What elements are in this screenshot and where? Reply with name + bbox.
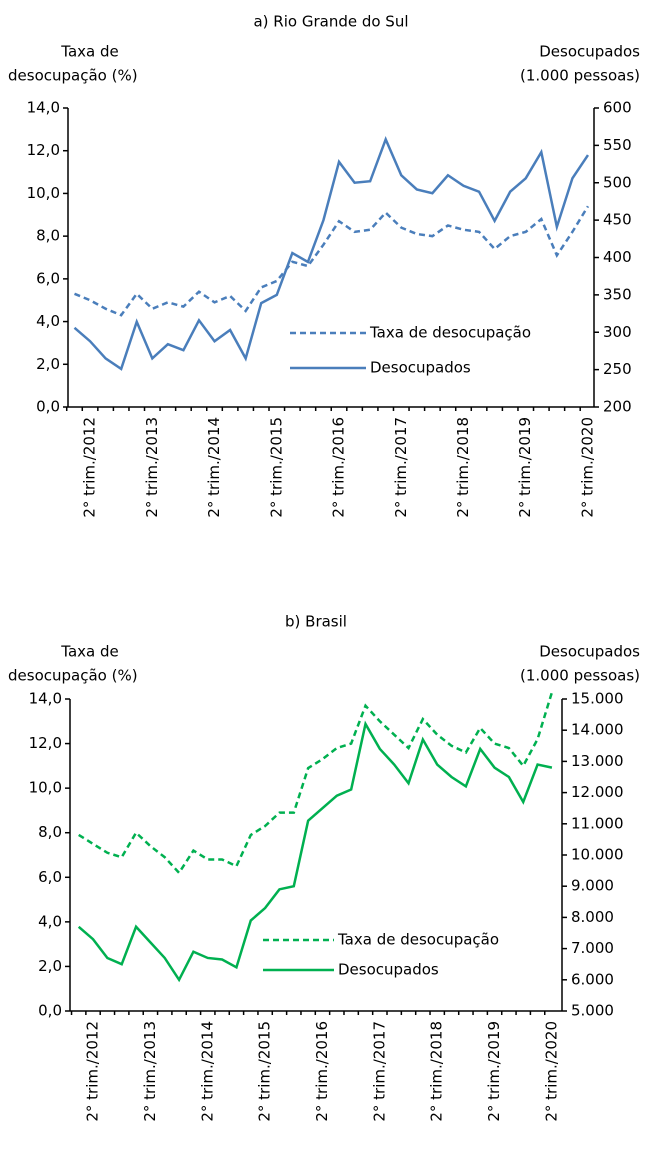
- chart-title: a) Rio Grande do Sul: [253, 13, 408, 31]
- y-tick-label: 0,0: [38, 1002, 62, 1020]
- series-line: [77, 720, 553, 983]
- x-tick-label: 2° trim./2013: [143, 417, 161, 518]
- y2-tick-label: 11.000: [571, 814, 624, 832]
- y2-tick-label: 200: [603, 398, 632, 416]
- y2-tick-label: 500: [603, 173, 632, 191]
- y2-axis-label: (1.000 pessoas): [520, 67, 640, 85]
- y-axis-label: Taxa de: [60, 43, 118, 61]
- y-tick-label: 10,0: [27, 184, 60, 202]
- y2-tick-label: 300: [603, 323, 632, 341]
- y-axis-label: desocupação (%): [8, 67, 138, 85]
- x-tick-label: 2° trim./2020: [542, 1021, 560, 1122]
- series-line: [78, 691, 554, 875]
- x-tick-label: 2° trim./2016: [313, 1021, 331, 1122]
- y2-tick-label: 7.000: [571, 939, 614, 957]
- x-tick-label: 2° trim./2019: [516, 417, 534, 518]
- y2-axis-label: (1.000 pessoas): [520, 667, 640, 685]
- y-axis-label: Taxa de: [60, 643, 118, 661]
- y-axis-label: desocupação (%): [8, 667, 138, 685]
- y2-axis-label: Desocupados: [539, 643, 640, 661]
- y2-tick-label: 13.000: [571, 752, 624, 770]
- y-tick-label: 8,0: [38, 823, 62, 841]
- y-tick-label: 12,0: [29, 734, 62, 752]
- y-tick-label: 2,0: [38, 957, 62, 975]
- y2-tick-label: 8.000: [571, 908, 614, 926]
- y2-tick-label: 350: [603, 285, 632, 303]
- y2-tick-label: 14.000: [571, 721, 624, 739]
- x-tick-label: 2° trim./2017: [392, 417, 410, 518]
- x-tick-label: 2° trim./2014: [198, 1021, 216, 1122]
- y-tick-label: 4,0: [36, 312, 60, 330]
- y-tick-label: 4,0: [38, 912, 62, 930]
- y-tick-label: 14,0: [29, 690, 62, 708]
- y2-tick-label: 12.000: [571, 783, 624, 801]
- series-line: [74, 205, 590, 317]
- x-tick-label: 2° trim./2018: [454, 417, 472, 518]
- y-tick-label: 10,0: [29, 779, 62, 797]
- y2-tick-label: 550: [603, 136, 632, 154]
- y2-tick-label: 9.000: [571, 877, 614, 895]
- x-tick-label: 2° trim./2016: [330, 417, 348, 518]
- x-tick-label: 2° trim./2020: [578, 417, 596, 518]
- y2-tick-label: 10.000: [571, 846, 624, 864]
- x-tick-label: 2° trim./2012: [84, 1021, 102, 1122]
- legend-label: Desocupados: [338, 961, 439, 979]
- y2-tick-label: 600: [603, 99, 632, 117]
- legend-label: Desocupados: [370, 359, 471, 377]
- y2-tick-label: 450: [603, 211, 632, 229]
- x-tick-label: 2° trim./2019: [485, 1021, 503, 1122]
- y2-tick-label: 5.000: [571, 1002, 614, 1020]
- x-tick-label: 2° trim./2015: [256, 1021, 274, 1122]
- y-tick-label: 8,0: [36, 227, 60, 245]
- x-tick-label: 2° trim./2017: [370, 1021, 388, 1122]
- x-tick-label: 2° trim./2018: [428, 1021, 446, 1122]
- chart-title: b) Brasil: [285, 613, 347, 631]
- x-tick-label: 2° trim./2012: [81, 417, 99, 518]
- y2-tick-label: 250: [603, 360, 632, 378]
- x-tick-label: 2° trim./2013: [141, 1021, 159, 1122]
- y-tick-label: 14,0: [27, 99, 60, 117]
- x-tick-label: 2° trim./2014: [205, 417, 223, 518]
- y2-tick-label: 6.000: [571, 970, 614, 988]
- y-tick-label: 2,0: [36, 355, 60, 373]
- y-tick-label: 6,0: [38, 868, 62, 886]
- y2-axis-label: Desocupados: [539, 43, 640, 61]
- legend-label: Taxa de desocupação: [337, 931, 499, 949]
- y-tick-label: 0,0: [36, 398, 60, 416]
- series-line: [73, 136, 590, 371]
- y-tick-label: 12,0: [27, 141, 60, 159]
- y-tick-label: 6,0: [36, 269, 60, 287]
- y2-tick-label: 400: [603, 248, 632, 266]
- legend-label: Taxa de desocupação: [369, 324, 531, 342]
- y2-tick-label: 15.000: [571, 690, 624, 708]
- x-tick-label: 2° trim./2015: [267, 417, 285, 518]
